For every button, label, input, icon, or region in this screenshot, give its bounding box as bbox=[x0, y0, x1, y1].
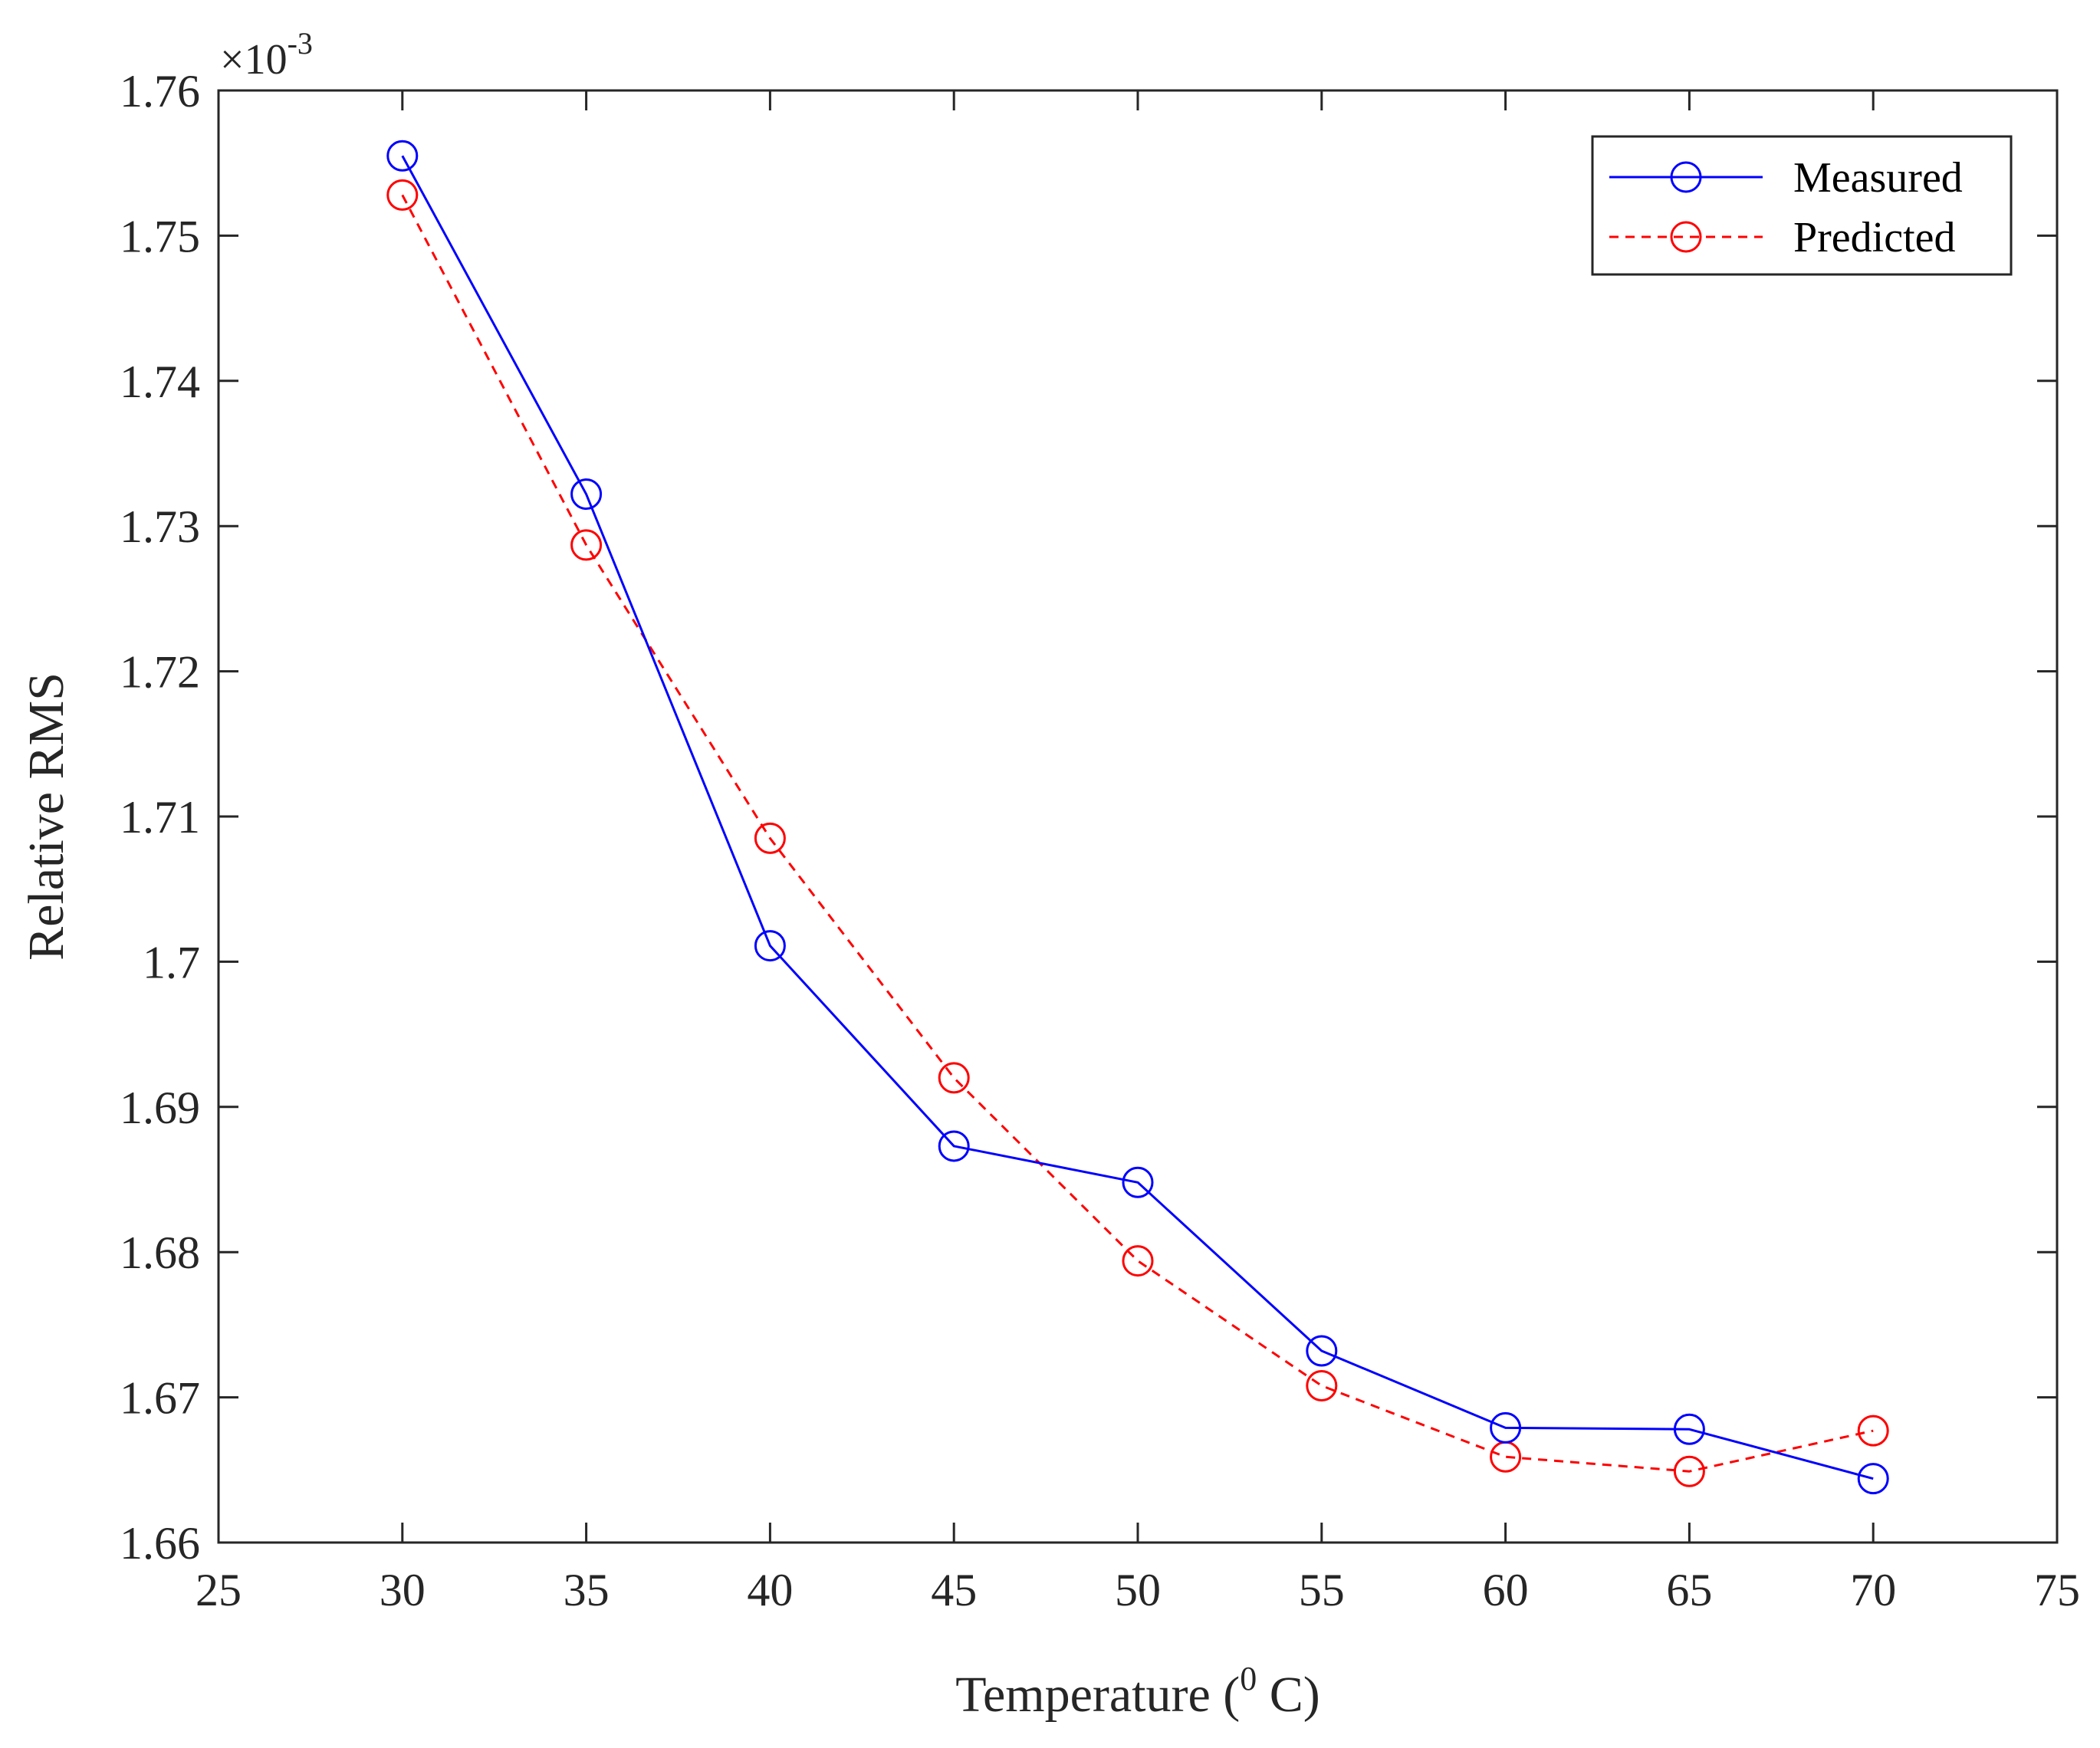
x-axis-title: Temperature (0 C) bbox=[955, 1660, 1320, 1723]
data-point-predicted bbox=[386, 179, 419, 211]
y-tick-label: 1.74 bbox=[120, 356, 200, 407]
data-point-measured bbox=[938, 1130, 970, 1162]
x-tick-label: 75 bbox=[2034, 1565, 2080, 1615]
x-tick-label: 45 bbox=[931, 1565, 977, 1615]
y-axis-title: Relative RMS bbox=[18, 672, 74, 961]
legend-items: Measured Predicted bbox=[1609, 154, 1963, 261]
x-tick-label: 65 bbox=[1666, 1565, 1712, 1615]
data-point-measured bbox=[1490, 1411, 1522, 1444]
x-tick-label: 40 bbox=[747, 1565, 793, 1615]
legend-label: Predicted bbox=[1793, 214, 1955, 261]
legend-label: Measured bbox=[1793, 154, 1963, 202]
x-tick-label: 35 bbox=[564, 1565, 610, 1615]
data-point-measured bbox=[754, 930, 786, 962]
x-axis-title-superscript: 0 bbox=[1240, 1660, 1257, 1697]
x-tick-label: 60 bbox=[1483, 1565, 1529, 1615]
y-tick-label: 1.66 bbox=[120, 1518, 200, 1569]
x-tick-label: 50 bbox=[1115, 1565, 1161, 1615]
y-multiplier-exponent: -3 bbox=[288, 26, 313, 61]
legend-box bbox=[1591, 135, 2013, 276]
data-point-measured bbox=[1857, 1463, 1889, 1495]
legend-item-measured: Measured bbox=[1609, 154, 1963, 202]
data-point-measured bbox=[1306, 1335, 1338, 1367]
data-point-measured bbox=[1673, 1413, 1705, 1445]
y-tick-label: 1.67 bbox=[120, 1373, 200, 1424]
data-point-predicted bbox=[754, 822, 786, 854]
data-point-measured bbox=[1122, 1166, 1154, 1198]
data-point-predicted bbox=[938, 1062, 970, 1094]
data-point-predicted bbox=[570, 529, 603, 561]
axis-ticks: 25 30 35 40 45 50 55 60 65 70 75 1.66 1.67 1.68 1.69 1.… bbox=[120, 66, 2080, 1615]
legend: Measured Predicted bbox=[1591, 135, 2013, 276]
y-tick-label: 1.75 bbox=[120, 211, 200, 261]
data-point-measured bbox=[386, 140, 419, 172]
data-point-predicted bbox=[1306, 1369, 1338, 1401]
x-axis-title-suffix: C) bbox=[1257, 1667, 1320, 1723]
x-tick-label: 30 bbox=[380, 1565, 426, 1615]
data-point-measured bbox=[570, 478, 603, 511]
y-axis-multiplier: ×10-3 bbox=[220, 26, 313, 84]
y-multiplier-base: ×10 bbox=[220, 36, 288, 84]
series-measured bbox=[386, 140, 1889, 1495]
x-tick-label: 70 bbox=[1850, 1565, 1896, 1615]
y-tick-label: 1.73 bbox=[120, 501, 200, 552]
data-point-predicted bbox=[1122, 1245, 1154, 1277]
x-axis-title-main: Temperature ( bbox=[955, 1667, 1240, 1723]
y-tick-label: 1.69 bbox=[120, 1083, 200, 1133]
legend-marker-sample bbox=[1670, 161, 1702, 193]
data-point-predicted bbox=[1673, 1455, 1705, 1487]
y-tick-label: 1.68 bbox=[120, 1227, 200, 1278]
legend-marker-sample bbox=[1670, 221, 1702, 253]
x-tick-label: 55 bbox=[1299, 1565, 1345, 1615]
data-point-predicted bbox=[1857, 1414, 1889, 1447]
y-tick-label: 1.7 bbox=[143, 937, 200, 987]
y-tick-label: 1.76 bbox=[120, 66, 200, 117]
y-tick-label: 1.71 bbox=[120, 792, 200, 843]
legend-item-predicted: Predicted bbox=[1609, 214, 1955, 261]
data-series bbox=[386, 140, 1889, 1495]
x-tick-label: 25 bbox=[196, 1565, 242, 1615]
series-line-measured bbox=[401, 155, 1874, 1480]
y-tick-label: 1.72 bbox=[120, 647, 200, 698]
